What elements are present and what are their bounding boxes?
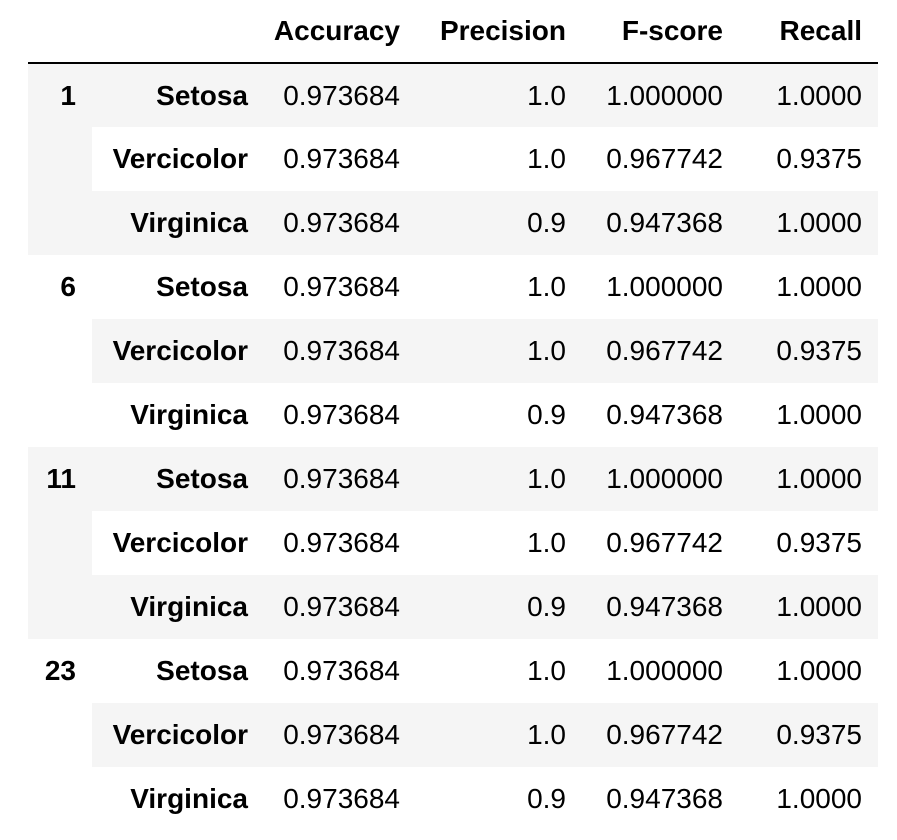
fscore-cell: 0.967742 xyxy=(582,319,739,383)
group-index-label: 6 xyxy=(60,271,76,302)
precision-cell: 1.0 xyxy=(527,527,566,558)
accuracy-cell: 0.973684 xyxy=(283,783,400,814)
fscore-cell: 0.947368 xyxy=(606,783,723,814)
table-row: Vercicolor 0.973684 1.0 0.967742 0.9375 xyxy=(28,511,878,575)
group-index-label: 11 xyxy=(28,447,92,639)
column-header-precision: Precision xyxy=(416,0,582,64)
fscore-cell: 0.967742 xyxy=(606,527,723,558)
fscore-cell: 1.000000 xyxy=(582,63,739,127)
column-header-fscore: F-score xyxy=(582,0,739,64)
table-row: Vercicolor 0.973684 1.0 0.967742 0.9375 xyxy=(28,319,878,383)
species-index-label: Setosa xyxy=(156,271,248,302)
species-index-label: Virginica xyxy=(130,783,248,814)
recall-cell: 1.0000 xyxy=(739,447,878,511)
fscore-cell: 0.947368 xyxy=(582,575,739,639)
fscore-cell: 0.967742 xyxy=(582,703,739,767)
precision-cell: 0.9 xyxy=(527,783,566,814)
recall-cell: 1.0000 xyxy=(776,655,862,686)
table-row: Virginica 0.973684 0.9 0.947368 1.0000 xyxy=(28,767,878,831)
dataframe-output: Accuracy Precision F-score Recall 1 Setos… xyxy=(28,0,878,831)
species-index-label: Vercicolor xyxy=(112,143,248,174)
table-row: Vercicolor 0.973684 1.0 0.967742 0.9375 xyxy=(28,703,878,767)
index-header-blank xyxy=(28,0,92,64)
fscore-cell: 1.000000 xyxy=(606,271,723,302)
precision-cell: 1.0 xyxy=(527,143,566,174)
table-row: 1 Setosa 0.973684 1.0 1.000000 1.0000 xyxy=(28,63,878,255)
recall-cell: 0.9375 xyxy=(776,143,862,174)
recall-cell: 1.0000 xyxy=(776,399,862,430)
accuracy-cell: 0.973684 xyxy=(283,527,400,558)
recall-cell: 1.0000 xyxy=(739,575,878,639)
fscore-cell: 0.947368 xyxy=(582,191,739,255)
species-index-label: Virginica xyxy=(92,575,264,639)
accuracy-cell: 0.973684 xyxy=(264,63,416,127)
recall-cell: 1.0000 xyxy=(739,63,878,127)
fscore-cell: 0.947368 xyxy=(606,399,723,430)
species-index-label: Virginica xyxy=(130,399,248,430)
table-row: 11 Setosa 0.973684 1.0 1.000000 1.0000 xyxy=(28,447,878,639)
column-header-recall: Recall xyxy=(739,0,878,64)
table-row: Virginica 0.973684 0.9 0.947368 1.0000 xyxy=(28,383,878,447)
accuracy-cell: 0.973684 xyxy=(264,447,416,511)
recall-cell: 0.9375 xyxy=(739,703,878,767)
accuracy-cell: 0.973684 xyxy=(283,271,400,302)
species-index-label: Setosa xyxy=(92,447,264,511)
fscore-cell: 1.000000 xyxy=(606,655,723,686)
accuracy-cell: 0.973684 xyxy=(283,655,400,686)
table-row: Vercicolor 0.973684 1.0 0.967742 0.9375 xyxy=(28,127,878,191)
precision-cell: 1.0 xyxy=(416,63,582,127)
precision-cell: 1.0 xyxy=(416,447,582,511)
recall-cell: 1.0000 xyxy=(776,271,862,302)
precision-cell: 0.9 xyxy=(527,399,566,430)
accuracy-cell: 0.973684 xyxy=(283,143,400,174)
species-index-label: Setosa xyxy=(156,655,248,686)
fscore-cell: 0.967742 xyxy=(606,143,723,174)
precision-cell: 1.0 xyxy=(416,703,582,767)
precision-cell: 1.0 xyxy=(416,319,582,383)
precision-cell: 1.0 xyxy=(527,271,566,302)
species-index-label: Virginica xyxy=(92,191,264,255)
index-header-blank xyxy=(92,0,264,64)
precision-cell: 0.9 xyxy=(416,191,582,255)
metrics-table: Accuracy Precision F-score Recall 1 Setos… xyxy=(28,0,878,831)
table-row: Virginica 0.973684 0.9 0.947368 1.0000 xyxy=(28,575,878,639)
recall-cell: 0.9375 xyxy=(776,527,862,558)
accuracy-cell: 0.973684 xyxy=(283,399,400,430)
precision-cell: 0.9 xyxy=(416,575,582,639)
table-row: 23 Setosa 0.973684 1.0 1.000000 1.0000 xyxy=(28,639,878,703)
table-row: Virginica 0.973684 0.9 0.947368 1.0000 xyxy=(28,191,878,255)
recall-cell: 1.0000 xyxy=(776,783,862,814)
species-index-label: Vercicolor xyxy=(112,527,248,558)
fscore-cell: 1.000000 xyxy=(582,447,739,511)
group-index-label: 1 xyxy=(28,63,92,255)
table-row: 6 Setosa 0.973684 1.0 1.000000 1.0000 xyxy=(28,255,878,319)
species-index-label: Setosa xyxy=(92,63,264,127)
accuracy-cell: 0.973684 xyxy=(264,703,416,767)
header-row: Accuracy Precision F-score Recall xyxy=(28,0,878,64)
accuracy-cell: 0.973684 xyxy=(264,319,416,383)
accuracy-cell: 0.973684 xyxy=(264,191,416,255)
precision-cell: 1.0 xyxy=(527,655,566,686)
recall-cell: 0.9375 xyxy=(739,319,878,383)
accuracy-cell: 0.973684 xyxy=(264,575,416,639)
group-index-label: 23 xyxy=(44,655,76,686)
recall-cell: 1.0000 xyxy=(739,191,878,255)
column-header-accuracy: Accuracy xyxy=(264,0,416,64)
species-index-label: Vercicolor xyxy=(92,703,264,767)
species-index-label: Vercicolor xyxy=(92,319,264,383)
